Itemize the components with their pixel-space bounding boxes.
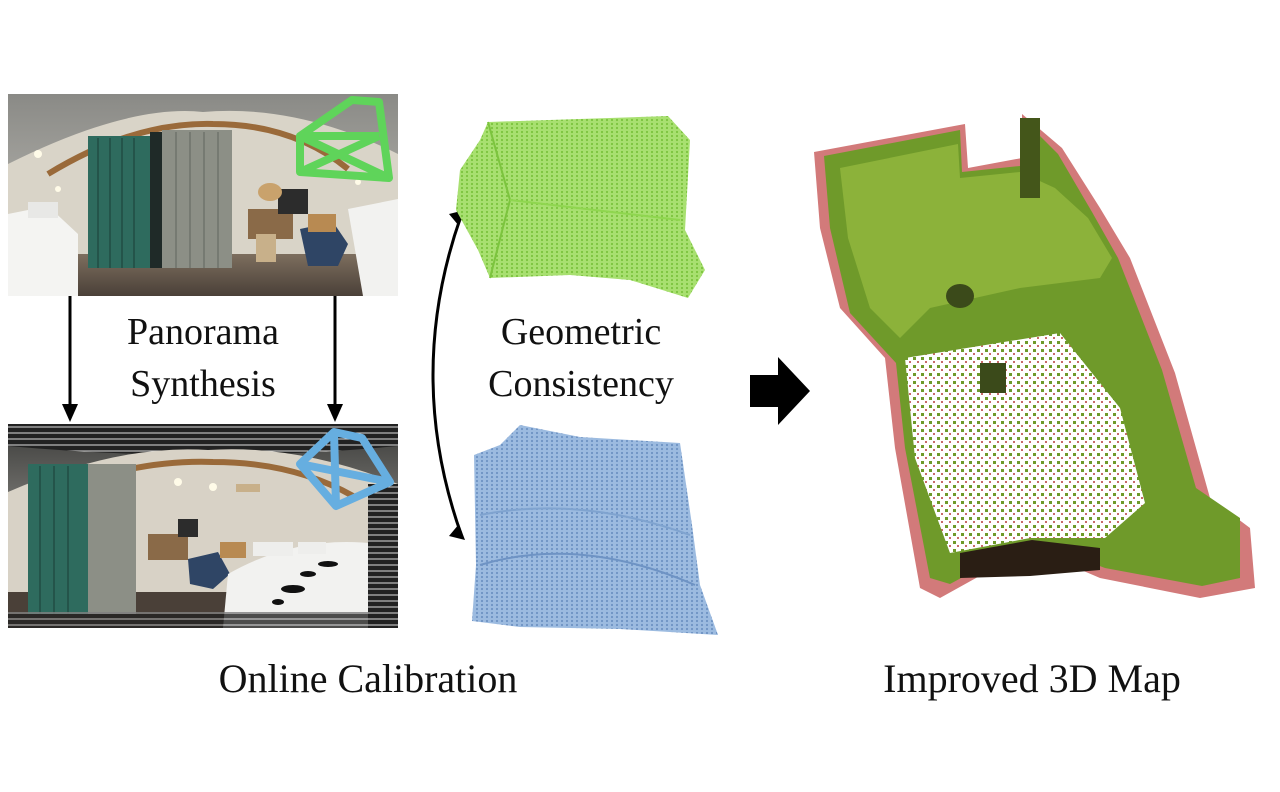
original-panorama-image: [8, 94, 398, 296]
synthesized-panorama-image: [8, 424, 398, 628]
camera-frustum-icon: [292, 426, 396, 512]
improved-3d-map-caption: Improved 3D Map: [883, 656, 1181, 701]
online-calibration-caption: Online Calibration: [218, 656, 518, 701]
right-arrow-icon: [748, 355, 812, 427]
down-arrow-right: [323, 296, 347, 424]
geometric-consistency-line-1: Geometric: [500, 311, 662, 353]
panorama-synthesis-label: Panorama Synthesis: [90, 306, 316, 410]
geometric-consistency-line-2: Consistency: [488, 363, 674, 405]
camera-frustum-icon: [294, 92, 394, 188]
panorama-synthesis-line-1: Panorama: [127, 311, 279, 353]
improved-3d-map-render: [800, 108, 1272, 613]
down-arrow-left: [58, 296, 82, 424]
green-point-cloud: [450, 110, 710, 305]
blue-point-cloud: [460, 415, 725, 645]
panorama-synthesis-line-2: Synthesis: [130, 363, 276, 405]
geometric-consistency-label: Geometric Consistency: [456, 306, 706, 410]
